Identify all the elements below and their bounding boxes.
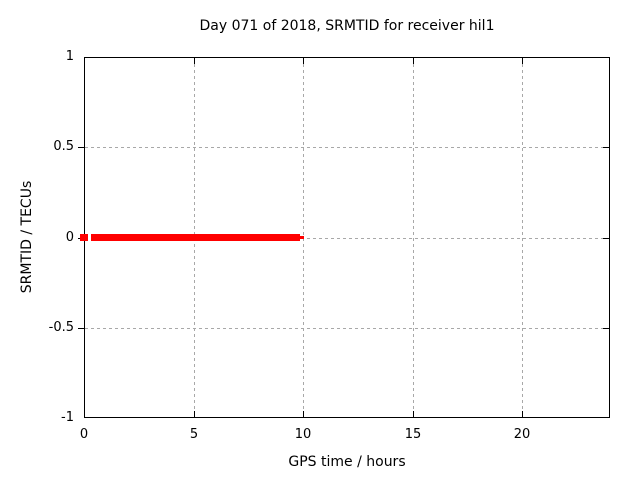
y-tick-mark-left (78, 328, 84, 329)
x-tick-mark-bottom (84, 411, 85, 417)
x-tick-label: 10 (294, 427, 312, 442)
x-tick-mark-bottom (303, 411, 304, 417)
y-tick-mark-right (603, 328, 609, 329)
y-tick-label: 0 (65, 230, 74, 245)
grid-line-vertical (413, 58, 414, 417)
y-tick-label: -1 (61, 410, 74, 425)
x-tick-mark-top (303, 58, 304, 64)
grid-line-horizontal (85, 328, 609, 329)
x-tick-mark-bottom (522, 411, 523, 417)
grid-line-horizontal (85, 147, 609, 148)
x-tick-mark-top (522, 58, 523, 64)
x-tick-mark-bottom (194, 411, 195, 417)
y-tick-label: 1 (65, 49, 74, 64)
y-tick-label: 0.5 (53, 139, 74, 154)
x-tick-label: 5 (189, 427, 199, 442)
x-tick-mark-top (413, 58, 414, 64)
y-tick-label: -0.5 (48, 320, 74, 335)
x-tick-mark-bottom (413, 411, 414, 417)
y-tick-mark-right (603, 147, 609, 148)
y-tick-mark-right (603, 238, 609, 239)
x-tick-mark-top (194, 58, 195, 64)
x-tick-mark-top (84, 58, 85, 64)
x-tick-label: 20 (513, 427, 531, 442)
grid-line-horizontal (85, 238, 609, 239)
grid-line-vertical (522, 58, 523, 417)
data-series-segment (91, 234, 300, 241)
x-tick-label: 15 (404, 427, 422, 442)
x-axis-label: GPS time / hours (288, 454, 406, 470)
chart-title: Day 071 of 2018, SRMTID for receiver hil… (199, 18, 495, 34)
y-tick-mark-left (78, 147, 84, 148)
data-series-tail (300, 236, 304, 239)
data-series-segment (80, 234, 88, 241)
x-tick-label: 0 (79, 427, 89, 442)
